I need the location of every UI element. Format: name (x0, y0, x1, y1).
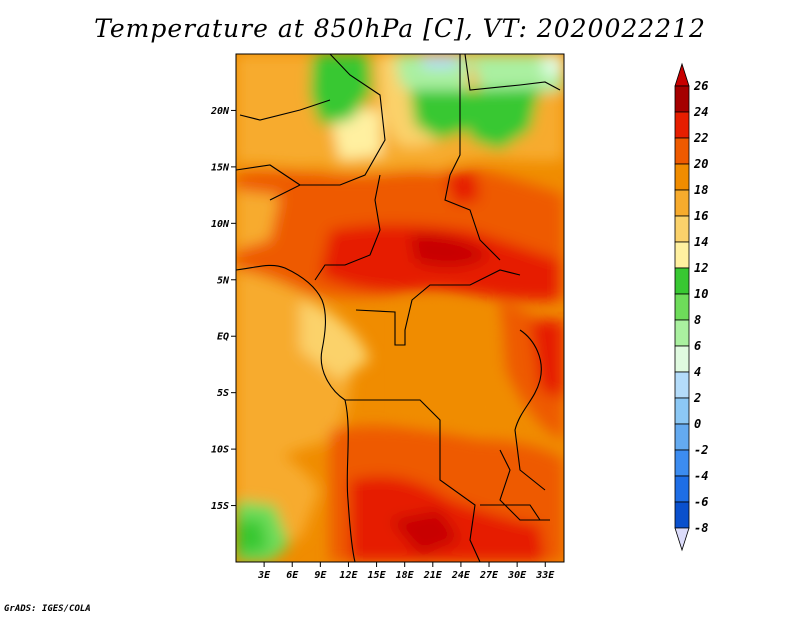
colorbar-swatch (674, 319, 690, 347)
lon-tick-label: 30E (507, 570, 527, 581)
lat-tick-label: 10N (211, 219, 230, 230)
colorbar-label: 0 (694, 417, 701, 431)
lat-tick-label: 10S (211, 445, 229, 456)
longitude-axis: 3E 6E 9E 12E 15E 18E 21E 24E 27E 30E 33E (257, 562, 555, 581)
colorbar-label: -6 (694, 495, 708, 509)
lon-tick-label: 9E (314, 570, 327, 581)
lon-tick-label: 12E (339, 570, 358, 581)
lat-tick-label: 5N (217, 275, 230, 286)
colorbar-label: 22 (693, 131, 708, 145)
lon-tick-label: 15E (368, 570, 387, 581)
colorbar-label: 20 (693, 157, 708, 171)
lon-tick-label: 27E (479, 570, 499, 581)
country-borders (236, 54, 561, 562)
colorbar-label: 16 (694, 209, 708, 223)
colorbar-label: 2 (693, 391, 701, 405)
colorbar-swatch (674, 85, 690, 113)
colorbar-swatch (674, 501, 690, 529)
colorbar-swatch (674, 137, 690, 165)
colorbar-swatch (674, 423, 690, 451)
colorbar-label: 6 (694, 339, 701, 353)
colorbar-label: 4 (694, 365, 701, 379)
colorbar-label: -2 (694, 443, 708, 457)
colorbar-swatch (674, 241, 690, 269)
colorbar-swatch (674, 293, 690, 321)
colorbar-swatch (674, 397, 690, 425)
colorbar-swatch (674, 189, 690, 217)
colorbar-swatch (674, 163, 690, 191)
lon-tick-label: 3E (257, 570, 271, 581)
colorbar-swatch (674, 345, 690, 373)
colorbar-bottom-arrow (674, 527, 690, 552)
lat-tick-label: 5S (217, 388, 229, 399)
lat-tick-label: 15N (211, 162, 230, 173)
lon-tick-label: 21E (423, 570, 443, 581)
temperature-field (236, 54, 564, 562)
colorbar-swatch (674, 267, 690, 295)
lat-tick-label: 20N (210, 106, 230, 117)
lon-tick-label: 18E (396, 570, 415, 581)
colorbar-swatch (674, 449, 690, 477)
colorbar-label: 14 (694, 235, 708, 249)
lon-tick-label: 6E (286, 570, 299, 581)
colorbar-swatch (674, 475, 690, 503)
colorbar-swatch (674, 371, 690, 399)
colorbar-label: 10 (694, 287, 708, 301)
credit-label: GrADS: IGES/COLA (4, 604, 91, 614)
colorbar-swatch (674, 215, 690, 243)
lon-tick-label: 33E (535, 570, 555, 581)
colorbar-label: 8 (694, 313, 701, 327)
plot-title: Temperature at 850hPa [C], VT: 202002221… (94, 14, 706, 43)
lat-tick-label: 15S (211, 501, 229, 512)
map-frame (235, 53, 565, 563)
colorbar-label: 12 (694, 261, 708, 275)
lon-tick-label: 24E (451, 570, 471, 581)
colorbar-swatch (674, 111, 690, 139)
colorbar-label: 26 (693, 79, 708, 93)
lat-tick-label: EQ (217, 332, 229, 343)
colorbar-label: 24 (693, 105, 708, 119)
colorbar-label: -8 (694, 521, 708, 535)
colorbar-label: -4 (694, 469, 708, 483)
colorbar-top-arrow (674, 62, 690, 87)
colorbar-label: 18 (694, 183, 708, 197)
latitude-axis: 20N 15N 10N 5N EQ 5S 10S 15S (210, 106, 236, 512)
